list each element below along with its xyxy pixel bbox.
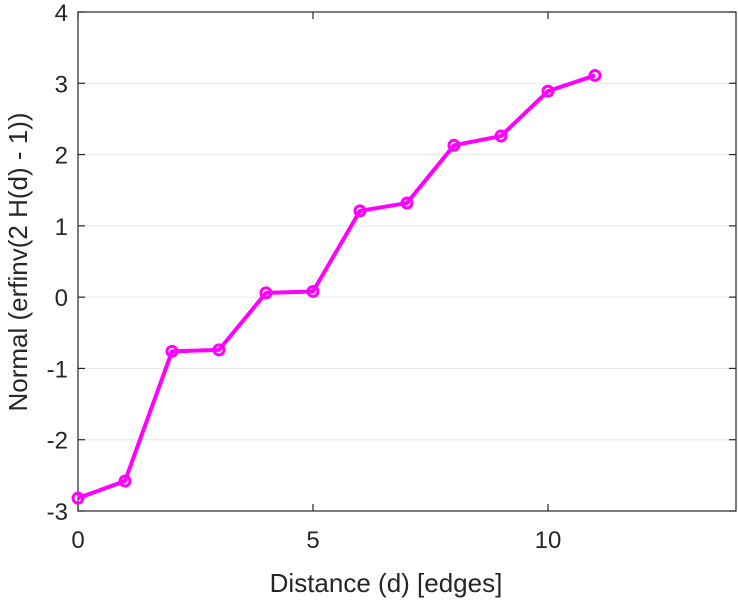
data-point [400,196,414,210]
y-tick-label: -3 [47,499,68,526]
x-tick-label: 0 [71,527,84,554]
y-axis-label: Normal (erfinv(2 H(d) - 1)) [3,112,33,411]
data-point [447,138,461,152]
y-tick-label: -2 [47,428,68,455]
data-point [212,343,226,357]
x-tick-label: 10 [535,527,562,554]
series [71,68,602,505]
x-tick-label: 5 [306,527,319,554]
data-point [165,344,179,358]
data-point [118,474,132,488]
ticks: -3 -2 -1 0 1 2 3 4 0 5 10 [47,0,736,554]
data-point [541,84,555,98]
y-tick-label: 1 [55,214,68,241]
data-point [306,284,320,298]
x-axis-label: Distance (d) [edges] [270,568,503,598]
data-point [259,286,273,300]
y-tick-label: 3 [55,71,68,98]
data-point [71,491,85,505]
y-tick-label: 4 [55,0,68,27]
y-tick-label: -1 [47,356,68,383]
data-point [494,129,508,143]
grid [78,82,736,441]
data-point [353,204,367,218]
y-tick-label: 2 [55,143,68,170]
y-tick-label: 0 [55,285,68,312]
series-line [77,73,596,501]
data-point [588,68,602,82]
plot-area-frame [77,11,737,512]
